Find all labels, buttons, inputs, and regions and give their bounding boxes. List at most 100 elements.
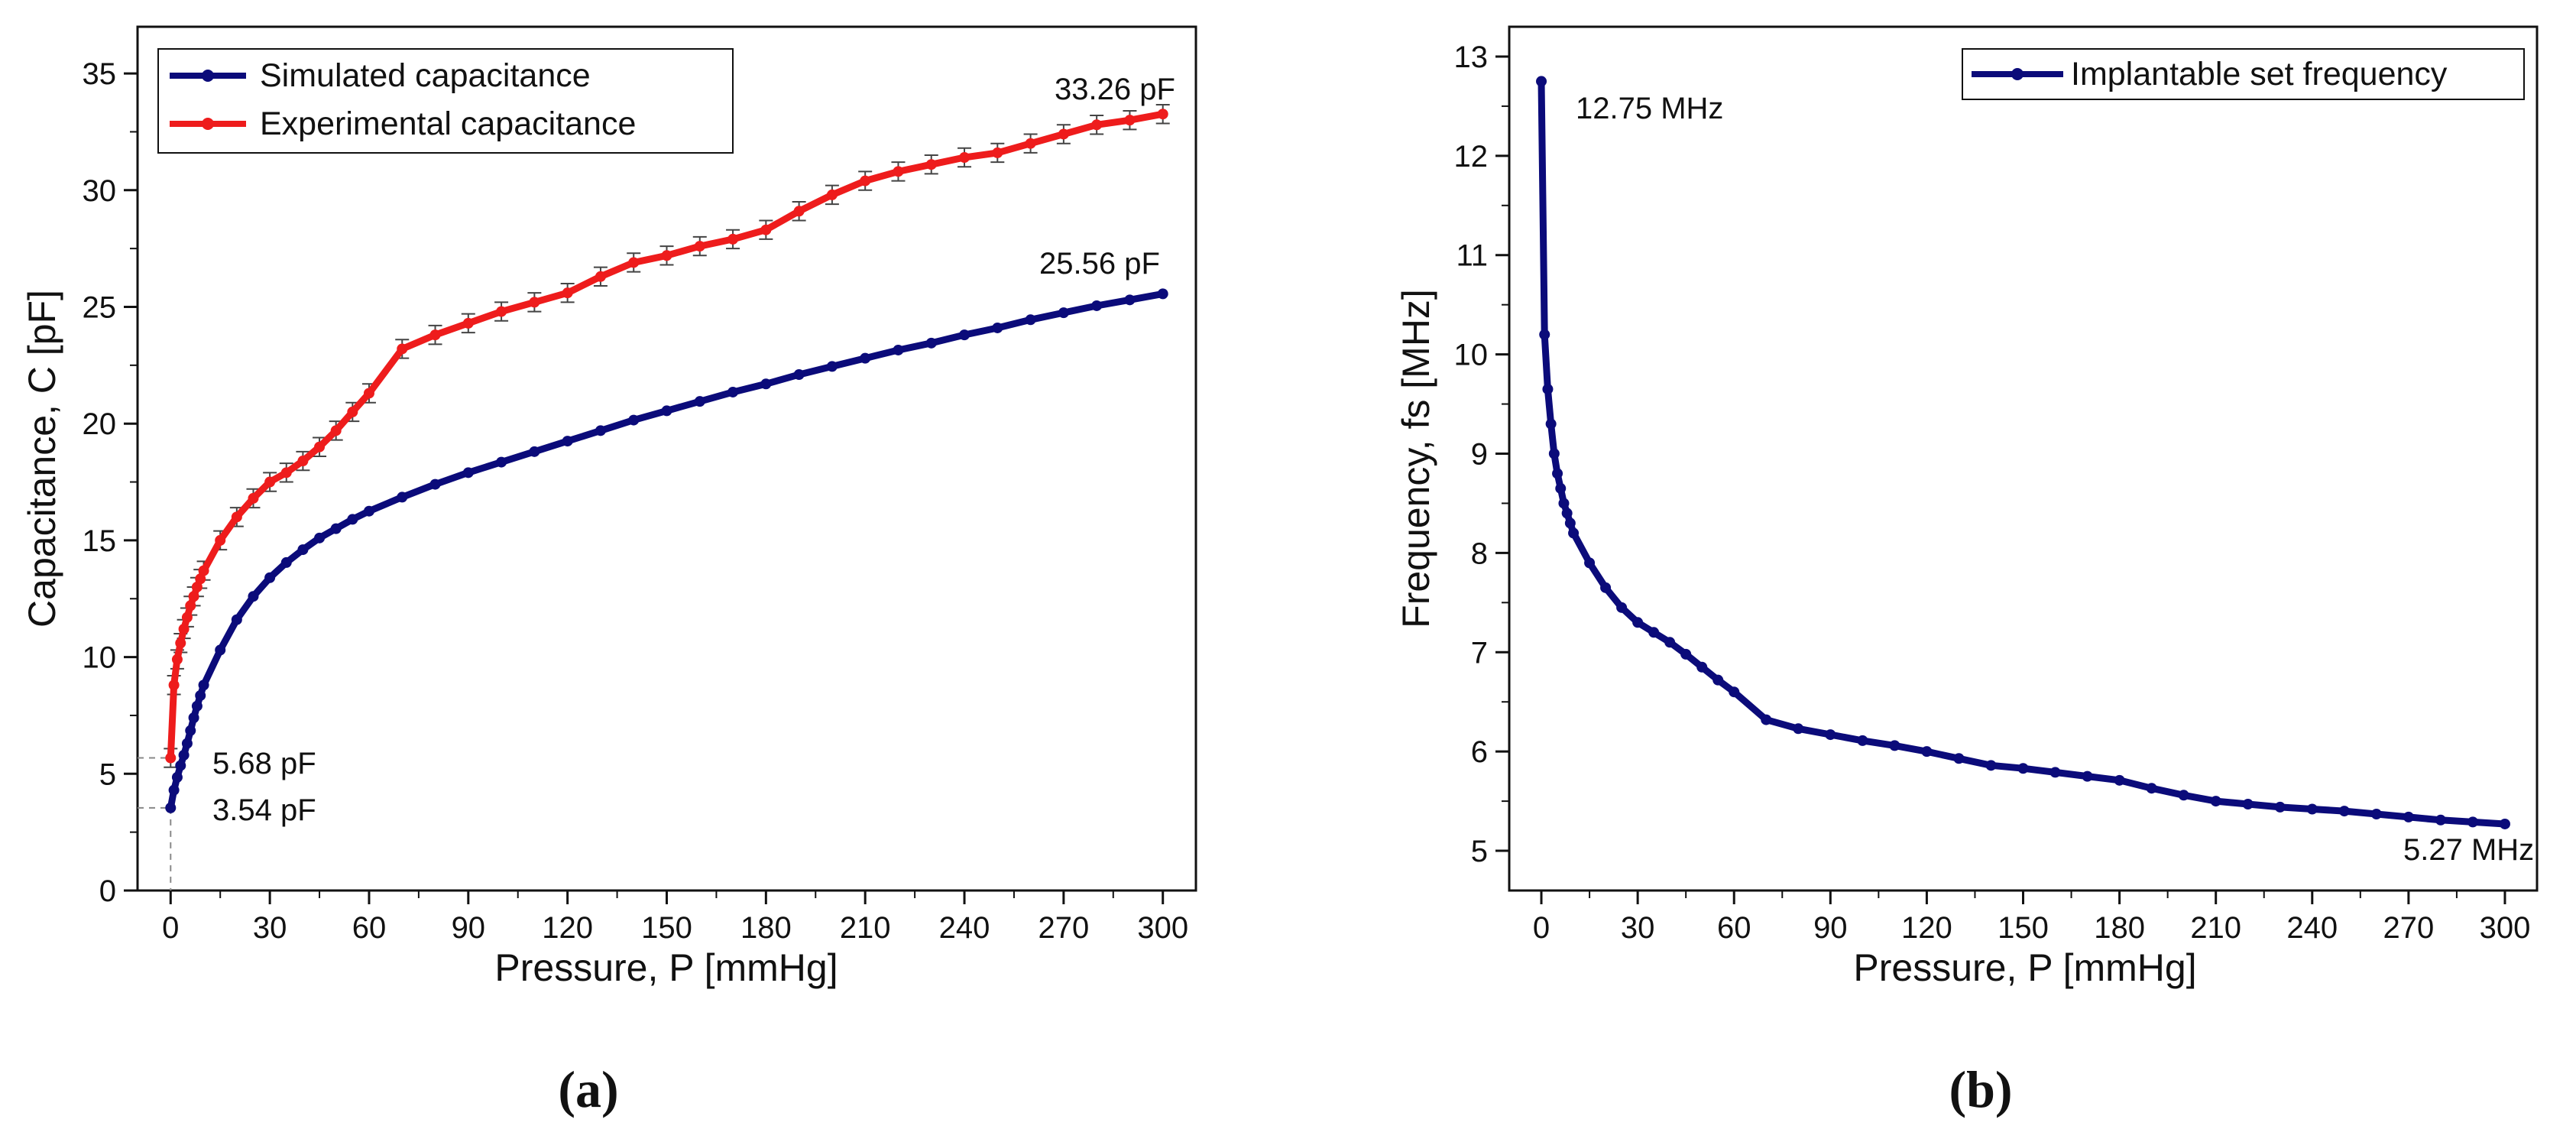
- x-tick-label: 180: [740, 911, 792, 945]
- experimental-capacitance-point: [181, 612, 193, 623]
- legend-experimental-marker: [202, 118, 214, 130]
- x-tick-label: 90: [1813, 911, 1848, 945]
- simulated-capacitance-point: [330, 523, 342, 534]
- implantable-set-frequency-point: [1712, 674, 1724, 686]
- y-tick-label: 15: [83, 524, 117, 558]
- implantable-set-frequency-point: [2435, 814, 2446, 826]
- implantable-set-frequency-point: [1664, 637, 1676, 648]
- implantable-set-frequency-point: [1564, 517, 1576, 529]
- implantable-set-frequency-point: [1953, 753, 1965, 764]
- experimental-capacitance-point: [165, 752, 177, 764]
- experimental-capacitance-point: [1025, 138, 1036, 149]
- simulated-capacitance-point: [181, 738, 193, 749]
- implantable-set-frequency-point: [2049, 767, 2061, 778]
- x-tick-label: 0: [162, 911, 179, 945]
- x-tick-label: 300: [1137, 911, 1188, 945]
- experimental-capacitance-point: [959, 152, 970, 164]
- simulated-capacitance-point: [215, 644, 226, 656]
- panel-a-legend: Simulated capacitance Experimental capac…: [157, 48, 734, 154]
- panel-b-y-axis-label: Frequency, fs [MHz]: [1395, 289, 1437, 628]
- panel-a-chart: 0 30 60 90 120 150 180 210 240 270 300 0 5 10 15 20 25 30…: [21, 25, 1197, 1118]
- implantable-set-frequency-point: [2403, 811, 2414, 822]
- experimental-capacitance-point: [925, 159, 937, 170]
- simulated-capacitance-point: [595, 425, 606, 436]
- x-tick-label: 120: [542, 911, 593, 945]
- implantable-set-frequency-point: [1889, 740, 1900, 751]
- experimental-capacitance-point: [195, 573, 206, 585]
- simulated-capacitance-point: [1091, 300, 1103, 311]
- simulated-capacitance-point: [248, 591, 259, 602]
- panel-b-caption: (b): [1949, 1060, 2012, 1118]
- experimental-capacitance-point: [1157, 109, 1168, 120]
- x-tick-label: 30: [253, 911, 287, 945]
- y-tick-label: 0: [99, 874, 116, 908]
- annotation-5-27-mhz: 5.27 MHz: [2403, 833, 2534, 867]
- implantable-set-frequency-point: [1558, 498, 1570, 509]
- panel-b-series: [1536, 76, 2510, 829]
- x-tick-label: 270: [2383, 911, 2435, 945]
- experimental-capacitance-point: [462, 317, 474, 329]
- annotation-5-68-pf: 5.68 pF: [212, 747, 316, 780]
- annotation-3-54-pf: 3.54 pF: [212, 793, 316, 827]
- simulated-capacitance-point: [185, 725, 196, 736]
- y-tick-label: 35: [83, 57, 117, 91]
- simulated-capacitance-point: [429, 479, 441, 490]
- experimental-capacitance-point: [175, 637, 186, 649]
- panel-a-y-axis-label: Capacitance, C [pF]: [21, 290, 63, 628]
- experimental-capacitance-point: [496, 306, 507, 317]
- simulated-capacitance-point: [1025, 314, 1036, 326]
- implantable-set-frequency-point: [1632, 617, 1644, 628]
- experimental-capacitance-point: [793, 206, 805, 217]
- simulated-capacitance-point: [661, 405, 672, 417]
- y-tick-label: 11: [1456, 239, 1488, 273]
- experimental-capacitance-point: [429, 329, 441, 341]
- simulated-capacitance-point: [297, 544, 309, 556]
- simulated-capacitance-point: [992, 322, 1003, 333]
- panel-a-legend-box: [157, 48, 734, 154]
- implantable-set-frequency-point: [1555, 482, 1567, 494]
- simulated-capacitance-point: [168, 784, 180, 796]
- experimental-capacitance-point: [1091, 119, 1103, 131]
- x-tick-label: 210: [840, 911, 891, 945]
- y-tick-label: 30: [83, 174, 117, 208]
- experimental-capacitance-point: [562, 287, 573, 299]
- simulated-capacitance-point: [188, 712, 199, 723]
- simulated-capacitance-point: [793, 369, 805, 381]
- implantable-set-frequency-point: [1680, 648, 1692, 660]
- simulated-capacitance-point: [231, 614, 242, 625]
- simulated-capacitance-point: [1157, 288, 1168, 300]
- implantable-set-frequency-line: [1537, 77, 2509, 828]
- experimental-capacitance-point: [992, 147, 1003, 158]
- y-tick-label: 13: [1454, 41, 1489, 74]
- implantable-set-frequency-point: [1825, 729, 1836, 741]
- simulated-capacitance-point: [529, 446, 540, 457]
- implantable-set-frequency-point: [1600, 582, 1612, 593]
- legend-frequency-marker: [2011, 68, 2024, 80]
- implantable-set-frequency-point: [1985, 760, 1997, 771]
- experimental-capacitance-point: [397, 343, 408, 355]
- simulated-capacitance-point: [760, 378, 772, 390]
- legend-simulated-marker: [202, 70, 214, 82]
- experimental-capacitance-point: [1124, 115, 1136, 126]
- panel-b-legend: Implantable set frequency: [1962, 48, 2525, 100]
- simulated-capacitance-point: [397, 492, 408, 503]
- experimental-capacitance-line: [167, 110, 1167, 761]
- panel-b-plot-frame: [1508, 25, 2539, 892]
- implantable-set-frequency-point: [1857, 735, 1868, 746]
- panel-a-caption: (a): [558, 1060, 618, 1118]
- panel-b-chart: 0 30 60 90 120 150 180 210 240 270 300 5 6 7 8 9 10 11 12 1…: [1395, 25, 2539, 1118]
- experimental-capacitance-point: [297, 456, 309, 467]
- implantable-set-frequency-point: [1793, 723, 1804, 735]
- experimental-capacitance-point: [628, 257, 640, 268]
- x-tick-label: 270: [1039, 911, 1090, 945]
- experimental-capacitance-point: [215, 534, 226, 546]
- experimental-capacitance-point: [168, 680, 180, 691]
- implantable-set-frequency-point: [1552, 468, 1563, 479]
- experimental-capacitance-point: [280, 467, 292, 479]
- panel-b-x-axis-label: Pressure, P [mmHg]: [1853, 946, 2196, 989]
- experimental-capacitance-point: [330, 425, 342, 436]
- simulated-capacitance-point: [280, 556, 292, 568]
- simulated-capacitance-point: [727, 386, 739, 397]
- experimental-capacitance-point: [185, 600, 196, 612]
- experimental-capacitance-point: [529, 297, 540, 308]
